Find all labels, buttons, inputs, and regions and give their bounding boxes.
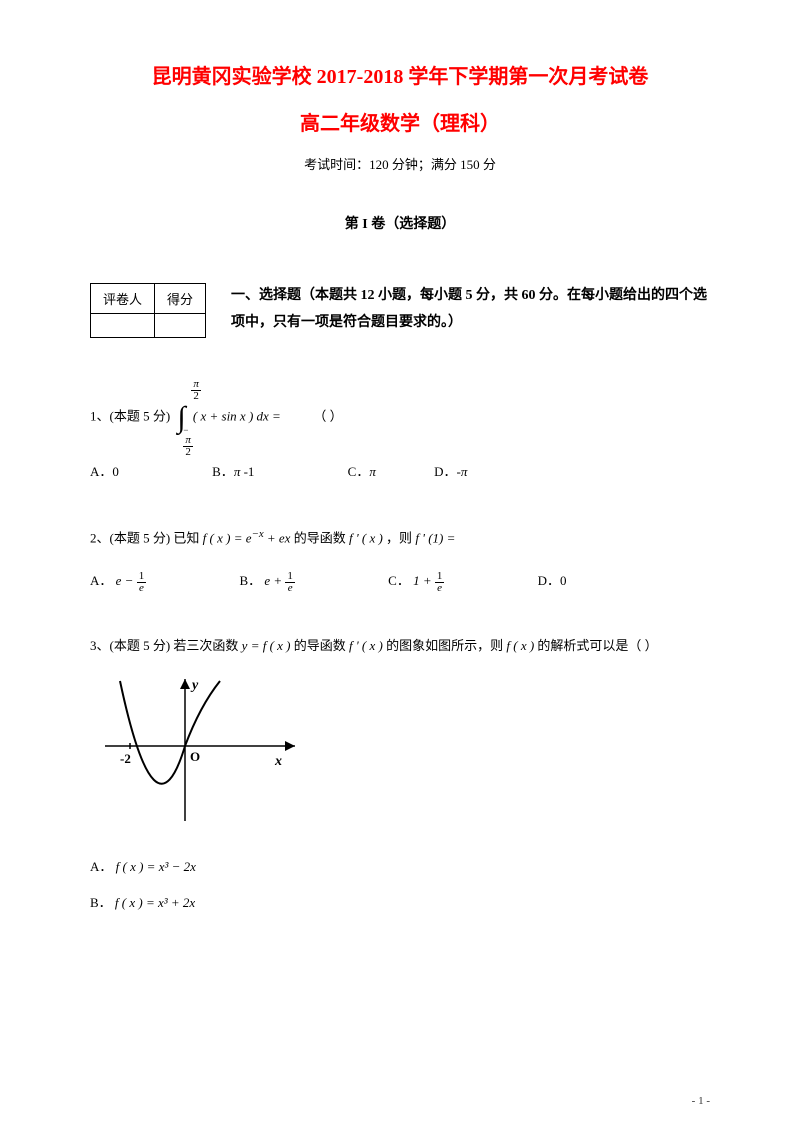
score-table: 评卷人 得分 [90, 283, 206, 338]
q1-lower-den: 2 [183, 446, 193, 458]
q2-plus-ex: + ex [264, 530, 291, 545]
q3-prefix: 3、(本题 5 分) 若三次函数 [90, 638, 238, 653]
q2-tail: ，则 [386, 530, 412, 545]
q2-optB: B． e + 1e [239, 566, 294, 596]
q2-optB-pre: B． [239, 573, 261, 588]
q2-mid: 的导函数 [294, 530, 346, 545]
q3-optA: A． f ( x ) = x³ − 2x [90, 852, 710, 882]
origin-label: O [190, 749, 200, 764]
q2-optA: A． e − 1e [90, 566, 146, 596]
q1-optA: A．0 [90, 457, 119, 487]
q3-graph: y x -2 O [100, 671, 710, 837]
q2-exp: −x [252, 528, 264, 540]
q1-optC-pi: π [369, 464, 376, 479]
q1-lower-num: π [183, 435, 193, 446]
q3-mid1: 的导函数 [294, 638, 346, 653]
q2-optB-e: e + [264, 573, 282, 588]
q3-fpx: f ' ( x ) [349, 638, 383, 653]
q2-optC-e: 1 + [413, 573, 432, 588]
q2-func: f ( x ) = e [203, 530, 252, 545]
q1-optB-suf: -1 [240, 464, 254, 479]
q1-optB-pre: B． [212, 464, 234, 479]
score-cell-empty [91, 314, 155, 338]
question-2: 2、(本题 5 分) 已知 f ( x ) = e−x + ex 的导函数 f … [90, 522, 710, 596]
q2-optD: D．0 [538, 566, 567, 596]
q1-paren: （ ） [313, 408, 342, 423]
q1-options: A．0 B．π -1 C．π D．-π [90, 456, 710, 487]
q1-optC: C．π [348, 457, 376, 487]
q1-int-upper: π2 [191, 379, 201, 402]
q2-optC-pre: C． [388, 573, 410, 588]
q3-tail: 的解析式可以是（ ） [537, 638, 657, 653]
q3-optA-expr: f ( x ) = x³ − 2x [116, 859, 196, 874]
score-cell-empty [155, 314, 206, 338]
q3-optB-pre: B． [90, 895, 112, 910]
exam-title-main: 昆明黄冈实验学校 2017-2018 学年下学期第一次月考试卷 [90, 60, 710, 89]
q2-optB-num: 1 [285, 571, 295, 582]
q3-optB-expr: f ( x ) = x³ + 2x [115, 895, 195, 910]
exam-title-sub: 高二年级数学（理科） [90, 107, 710, 136]
q2-optB-den: e [285, 582, 295, 594]
q3-optB: B． f ( x ) = x³ + 2x [90, 888, 710, 918]
q1-optD-pre: D．- [434, 464, 461, 479]
q1-upper-num: π [191, 379, 201, 390]
q2-optC: C． 1 + 1e [388, 566, 444, 596]
q3-yfx: y = f ( x ) [242, 638, 291, 653]
q3-fx: f ( x ) [506, 638, 534, 653]
page-number: - 1 - [692, 1095, 710, 1107]
x-axis-label: x [274, 754, 282, 769]
question-1: 1、(本题 5 分) π2 ∫ −π2 ( x + sin x ) dx = （… [90, 383, 710, 487]
parabola-graph-icon: y x -2 O [100, 671, 310, 826]
score-col-grader: 评卷人 [91, 284, 155, 314]
q2-optA-pre: A． [90, 573, 112, 588]
q1-prefix: 1、(本题 5 分) [90, 408, 170, 423]
q1-optD: D．-π [434, 457, 467, 487]
section-instructions: 一、选择题（本题共 12 小题，每小题 5 分，共 60 分。在每小题给出的四个… [231, 283, 710, 336]
q2-fprime1: f ' (1) = [415, 530, 455, 545]
q1-upper-den: 2 [191, 390, 201, 402]
q3-optA-pre: A． [90, 859, 112, 874]
score-col-score: 得分 [155, 284, 206, 314]
section-label: 第 I 卷（选择题） [90, 213, 710, 233]
q1-optD-pi: π [461, 464, 468, 479]
q2-optA-e: e − [116, 573, 134, 588]
q3-options: A． f ( x ) = x³ − 2x B． f ( x ) = x³ + 2… [90, 852, 710, 918]
q2-prefix: 2、(本题 5 分) 已知 [90, 530, 199, 545]
q1-integral: π2 ∫ −π2 [177, 383, 185, 452]
q1-optB: B．π -1 [212, 457, 254, 487]
q2-optA-num: 1 [137, 571, 147, 582]
q2-fprime: f ' ( x ) [349, 530, 383, 545]
exam-info: 考试时间：120 分钟；满分 150 分 [90, 154, 710, 173]
q2-optA-den: e [137, 582, 147, 594]
score-instructions-row: 评卷人 得分 一、选择题（本题共 12 小题，每小题 5 分，共 60 分。在每… [90, 283, 710, 338]
tick-neg2: -2 [120, 751, 131, 766]
y-axis-label: y [190, 678, 199, 693]
q2-optC-num: 1 [435, 571, 445, 582]
question-3: 3、(本题 5 分) 若三次函数 y = f ( x ) 的导函数 f ' ( … [90, 631, 710, 918]
q2-options: A． e − 1e B． e + 1e C． 1 + 1e D．0 [90, 565, 710, 596]
q1-optC-pre: C． [348, 464, 370, 479]
q1-integrand: ( x + sin x ) dx = [193, 408, 281, 423]
q1-int-lower: −π2 [183, 426, 193, 458]
q2-optC-den: e [435, 582, 445, 594]
q3-mid2: 的图象如图所示，则 [386, 638, 503, 653]
